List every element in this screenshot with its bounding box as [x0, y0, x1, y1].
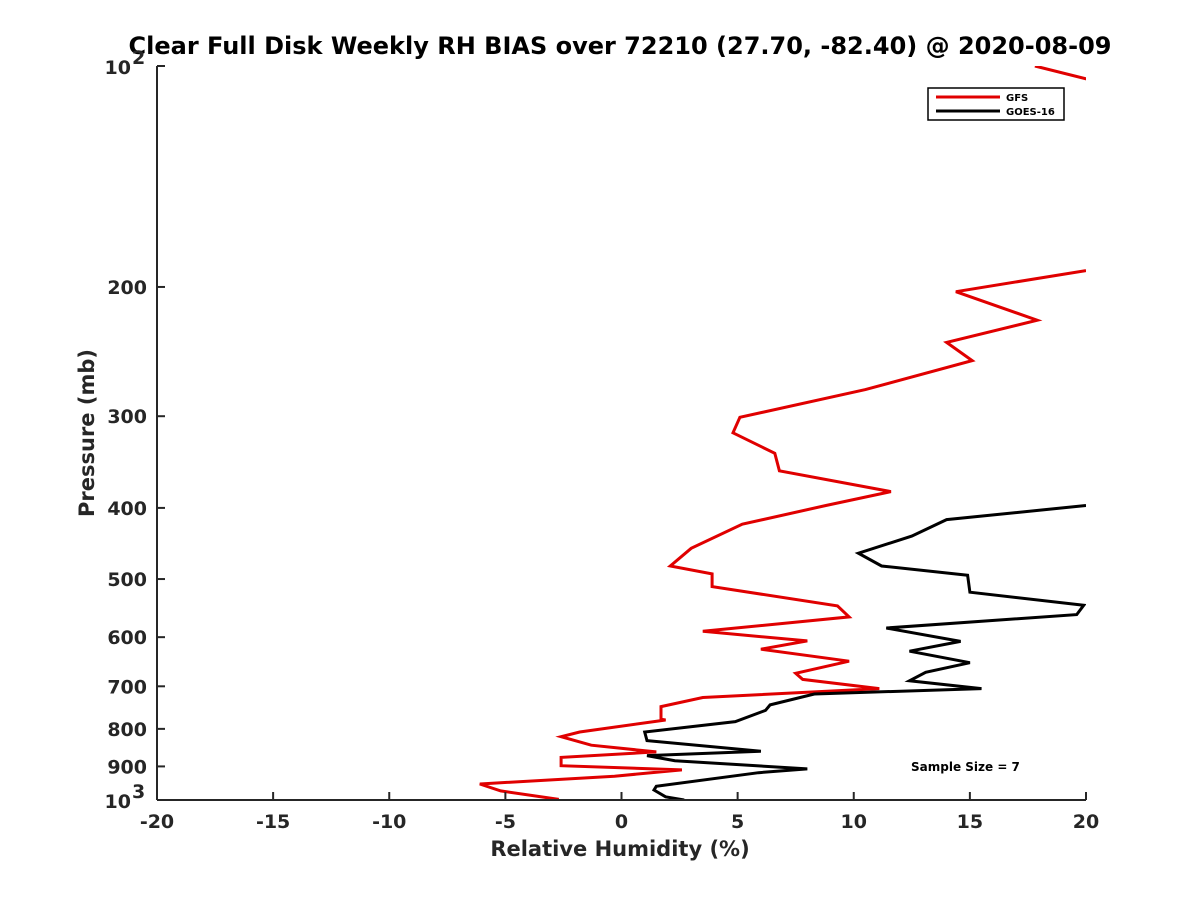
- legend-label-goes16: GOES-16: [1006, 107, 1055, 118]
- sample-size-annotation: Sample Size = 7: [911, 760, 1020, 774]
- series-line-gfs-seg0: [1034, 66, 1086, 81]
- series-line-goes16: [642, 504, 1086, 800]
- y-axis-label: Pressure (mb): [75, 349, 99, 517]
- y-tick-label: 300: [107, 406, 147, 428]
- y-tick-label: 200: [107, 277, 147, 299]
- y-tick-label: 700: [107, 676, 147, 698]
- x-tick-label: 15: [957, 811, 983, 833]
- y-tick-label: 10: [105, 57, 131, 79]
- legend: GFS GOES-16: [927, 87, 1065, 121]
- x-tick-label: -5: [495, 811, 516, 833]
- legend-label-gfs: GFS: [1006, 93, 1028, 104]
- y-tick-exponent: 3: [132, 781, 145, 803]
- x-tick-label: 10: [841, 811, 867, 833]
- y-tick-exponent: 2: [132, 47, 145, 69]
- y-tick-label: 600: [107, 627, 147, 649]
- series-line-gfs-seg1: [479, 269, 1086, 800]
- x-tick-label: 20: [1073, 811, 1099, 833]
- x-tick-label: 5: [731, 811, 744, 833]
- x-tick-label: -10: [372, 811, 406, 833]
- x-tick-label: -20: [140, 811, 174, 833]
- x-tick-label: -15: [256, 811, 290, 833]
- x-ticks: -20 -15 -10 -5 0 5 10 15 20: [140, 792, 1099, 833]
- y-tick-label: 900: [107, 756, 147, 778]
- series-layer: [479, 66, 1086, 800]
- y-tick-label: 800: [107, 719, 147, 741]
- y-tick-label: 500: [107, 569, 147, 591]
- legend-box: [927, 87, 1065, 121]
- x-tick-label: 0: [615, 811, 628, 833]
- y-tick-label: 10: [105, 791, 131, 813]
- x-axis-label: Relative Humidity (%): [490, 837, 749, 861]
- chart-title: Clear Full Disk Weekly RH BIAS over 7221…: [129, 32, 1112, 60]
- y-tick-label: 400: [107, 498, 147, 520]
